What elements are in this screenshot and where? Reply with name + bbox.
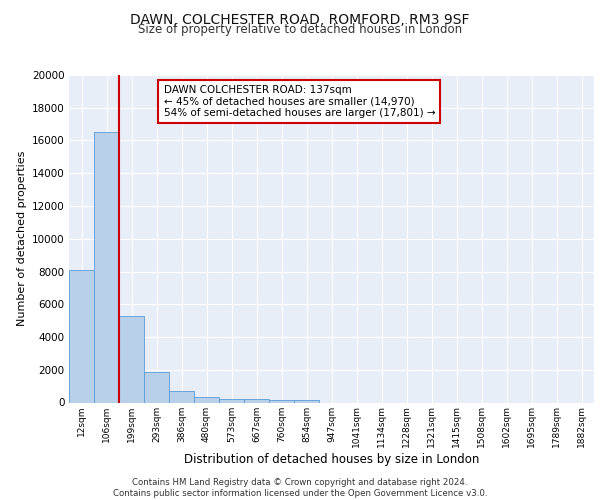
Bar: [194, 398, 219, 402]
Bar: [144, 372, 169, 402]
Bar: [294, 400, 319, 402]
Bar: [219, 399, 244, 402]
Y-axis label: Number of detached properties: Number of detached properties: [17, 151, 26, 326]
Text: DAWN, COLCHESTER ROAD, ROMFORD, RM3 9SF: DAWN, COLCHESTER ROAD, ROMFORD, RM3 9SF: [130, 12, 470, 26]
Bar: [94, 132, 119, 402]
Bar: [119, 316, 144, 402]
Bar: [244, 399, 269, 402]
Bar: [69, 270, 94, 402]
Bar: [169, 391, 194, 402]
Text: Size of property relative to detached houses in London: Size of property relative to detached ho…: [138, 22, 462, 36]
X-axis label: Distribution of detached houses by size in London: Distribution of detached houses by size …: [184, 453, 479, 466]
Text: Contains HM Land Registry data © Crown copyright and database right 2024.
Contai: Contains HM Land Registry data © Crown c…: [113, 478, 487, 498]
Text: DAWN COLCHESTER ROAD: 137sqm
← 45% of detached houses are smaller (14,970)
54% o: DAWN COLCHESTER ROAD: 137sqm ← 45% of de…: [163, 85, 435, 118]
Bar: [269, 400, 294, 402]
